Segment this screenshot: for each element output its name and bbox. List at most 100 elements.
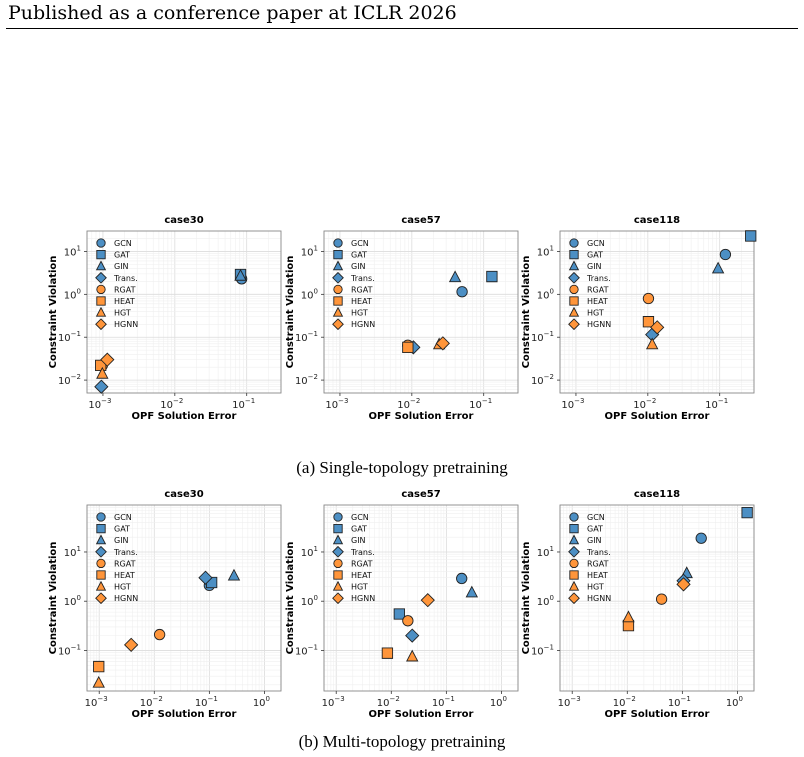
point-gat bbox=[741, 506, 753, 519]
point-hgnn bbox=[676, 577, 691, 592]
data-points bbox=[402, 270, 498, 355]
legend-marker-trans bbox=[332, 271, 344, 284]
y-tick-label: 10−1 bbox=[58, 643, 81, 657]
legend-label: RGAT bbox=[587, 285, 609, 294]
chart-title: case57 bbox=[401, 215, 440, 226]
legend-label: HGNN bbox=[114, 320, 138, 329]
point-gat bbox=[745, 230, 757, 242]
point-hgt bbox=[645, 337, 659, 350]
x-tick-label: 10−1 bbox=[232, 397, 255, 411]
legend-label: GCN bbox=[587, 239, 605, 248]
x-axis-label: OPF Solution Error bbox=[605, 709, 710, 720]
y-axis-label: Constraint Violation bbox=[521, 256, 532, 369]
legend-label: GCN bbox=[114, 239, 132, 248]
point-rgat bbox=[153, 628, 166, 641]
x-axis-label: OPF Solution Error bbox=[369, 709, 474, 720]
x-tick-label: 10−2 bbox=[377, 695, 400, 709]
caption-multi-topology: (b) Multi-topology pretraining bbox=[298, 732, 506, 751]
legend-label: GAT bbox=[114, 251, 130, 260]
chart-multi-case118: 10−3 10−2 10−1 100 10−1 100 101 case118 OPF Solu… bbox=[521, 489, 755, 720]
legend-label: HGT bbox=[114, 309, 131, 318]
y-tick-label: 101 bbox=[537, 545, 554, 559]
legend-marker-hgt bbox=[332, 306, 344, 317]
x-axis-label: OPF Solution Error bbox=[605, 411, 710, 422]
y-tick-label: 10−2 bbox=[531, 373, 554, 387]
y-tick-label: 101 bbox=[301, 545, 318, 559]
legend-marker-trans bbox=[95, 545, 107, 558]
point-hgnn bbox=[650, 320, 665, 335]
data-points bbox=[94, 268, 248, 394]
legend: GCN GAT GIN Trans. RGAT HEAT HGT HGNN bbox=[568, 238, 611, 331]
legend-marker-hgt bbox=[568, 580, 580, 591]
y-tick-label: 10−2 bbox=[295, 373, 318, 387]
header-rule bbox=[6, 28, 798, 29]
legend-marker-gin bbox=[568, 260, 580, 271]
point-trans bbox=[405, 628, 420, 643]
point-heat bbox=[402, 341, 414, 354]
legend-marker-heat bbox=[333, 570, 343, 580]
legend-label: HEAT bbox=[587, 297, 608, 306]
chart-title: case118 bbox=[634, 489, 680, 500]
x-tick-label: 10−3 bbox=[88, 397, 111, 411]
legend-marker-trans bbox=[332, 545, 344, 558]
legend-marker-trans bbox=[95, 271, 107, 284]
grid bbox=[86, 504, 282, 691]
chart-single-case57: 10−3 10−2 10−1 10−2 10−1 100 101 case57 OPF Solu… bbox=[285, 215, 519, 422]
legend-marker-rgat bbox=[96, 284, 106, 295]
legend-label: HGNN bbox=[351, 594, 375, 603]
plot-frame bbox=[559, 504, 755, 692]
point-gcn bbox=[695, 532, 707, 544]
legend-label: GIN bbox=[351, 262, 366, 271]
data-points bbox=[622, 506, 753, 632]
legend-marker-rgat bbox=[569, 284, 579, 295]
x-tick-label: 10−2 bbox=[613, 695, 636, 709]
point-gin bbox=[465, 585, 479, 598]
legend-marker-gin bbox=[95, 260, 107, 271]
legend-marker-hgt bbox=[568, 306, 580, 317]
y-axis-label: Constraint Violation bbox=[521, 542, 532, 655]
y-tick-label: 101 bbox=[537, 244, 554, 258]
plot-frame bbox=[559, 230, 755, 394]
y-tick-label: 10−1 bbox=[531, 330, 554, 344]
x-tick-label: 10−3 bbox=[558, 695, 581, 709]
point-hgt bbox=[96, 366, 109, 379]
legend-label: HEAT bbox=[114, 297, 135, 306]
legend-marker-trans bbox=[568, 545, 580, 558]
point-gin bbox=[711, 261, 725, 274]
y-tick-label: 100 bbox=[301, 287, 318, 301]
x-tick-label: 10−2 bbox=[633, 397, 656, 411]
y-tick-label: 10−1 bbox=[531, 643, 554, 657]
y-axis-label: Constraint Violation bbox=[48, 256, 59, 369]
legend: GCN GAT GIN Trans. RGAT HEAT HGT HGNN bbox=[95, 238, 138, 331]
legend-marker-hgnn bbox=[332, 318, 344, 331]
legend-label: Trans. bbox=[350, 548, 375, 557]
x-axis-label: OPF Solution Error bbox=[132, 709, 237, 720]
legend: GCN GAT GIN Trans. RGAT HEAT HGT HGNN bbox=[332, 512, 375, 605]
legend-label: GAT bbox=[587, 525, 603, 534]
legend-marker-gin bbox=[332, 260, 344, 271]
legend-marker-gin bbox=[332, 534, 344, 545]
legend-marker-gat bbox=[333, 249, 343, 260]
y-tick-label: 100 bbox=[301, 594, 318, 608]
plot-frame bbox=[323, 504, 519, 692]
chart-title: case30 bbox=[164, 215, 203, 226]
legend-label: RGAT bbox=[351, 285, 373, 294]
x-tick-label: 10−3 bbox=[325, 397, 348, 411]
legend-label: GAT bbox=[351, 525, 367, 534]
x-axis-label: OPF Solution Error bbox=[369, 411, 474, 422]
point-gat bbox=[486, 270, 498, 283]
legend-label: GCN bbox=[351, 513, 369, 522]
legend-label: GIN bbox=[587, 536, 602, 545]
legend-label: HEAT bbox=[587, 571, 608, 580]
grid bbox=[323, 504, 519, 691]
legend-label: GAT bbox=[351, 251, 367, 260]
legend-label: GCN bbox=[114, 513, 132, 522]
legend-marker-hgnn bbox=[95, 592, 107, 605]
y-axis-label: Constraint Violation bbox=[285, 256, 296, 369]
y-tick-label: 100 bbox=[64, 287, 81, 301]
point-heat bbox=[93, 660, 105, 673]
point-hgnn bbox=[124, 637, 139, 652]
point-rgat bbox=[655, 593, 668, 605]
legend-marker-gcn bbox=[333, 238, 343, 248]
